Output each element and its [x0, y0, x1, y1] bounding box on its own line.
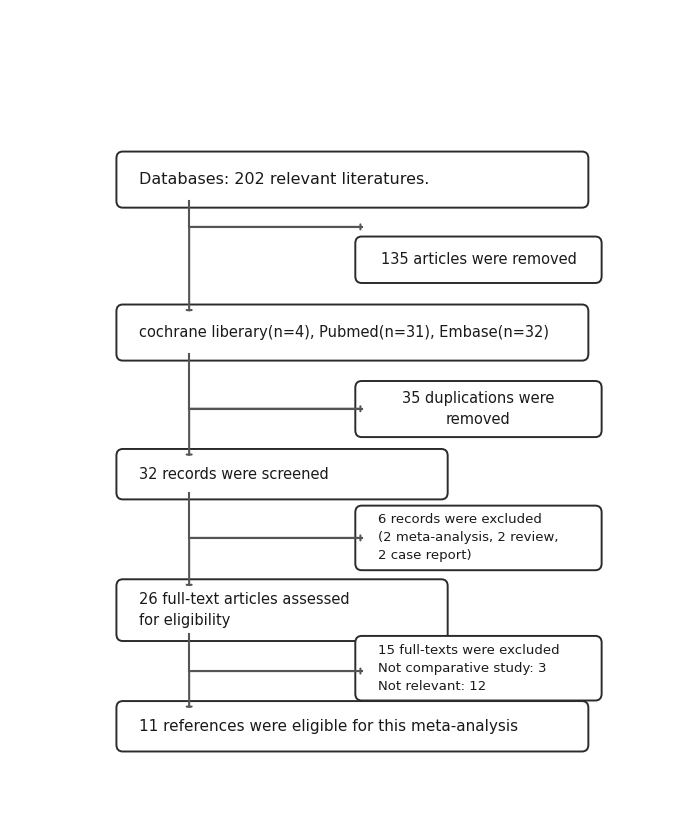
FancyBboxPatch shape — [116, 579, 448, 641]
FancyBboxPatch shape — [116, 701, 588, 751]
Text: 15 full-texts were excluded
Not comparative study: 3
Not relevant: 12: 15 full-texts were excluded Not comparat… — [377, 644, 559, 693]
Text: 135 articles were removed: 135 articles were removed — [381, 252, 576, 267]
Text: 26 full-text articles assessed
for eligibility: 26 full-text articles assessed for eligi… — [138, 592, 349, 628]
Text: 35 duplications were
removed: 35 duplications were removed — [402, 391, 555, 427]
FancyBboxPatch shape — [116, 449, 448, 499]
Text: 6 records were excluded
(2 meta-analysis, 2 review,
2 case report): 6 records were excluded (2 meta-analysis… — [377, 513, 558, 563]
FancyBboxPatch shape — [116, 152, 588, 208]
Text: cochrane liberary(n=4), Pubmed(n=31), Embase(n=32): cochrane liberary(n=4), Pubmed(n=31), Em… — [138, 325, 549, 340]
Text: Databases: 202 relevant literatures.: Databases: 202 relevant literatures. — [138, 172, 429, 187]
FancyBboxPatch shape — [356, 636, 601, 700]
FancyBboxPatch shape — [356, 381, 601, 437]
FancyBboxPatch shape — [356, 506, 601, 570]
FancyBboxPatch shape — [356, 236, 601, 283]
FancyBboxPatch shape — [116, 305, 588, 361]
Text: 32 records were screened: 32 records were screened — [138, 466, 329, 482]
Text: 11 references were eligible for this meta-analysis: 11 references were eligible for this met… — [138, 719, 518, 734]
